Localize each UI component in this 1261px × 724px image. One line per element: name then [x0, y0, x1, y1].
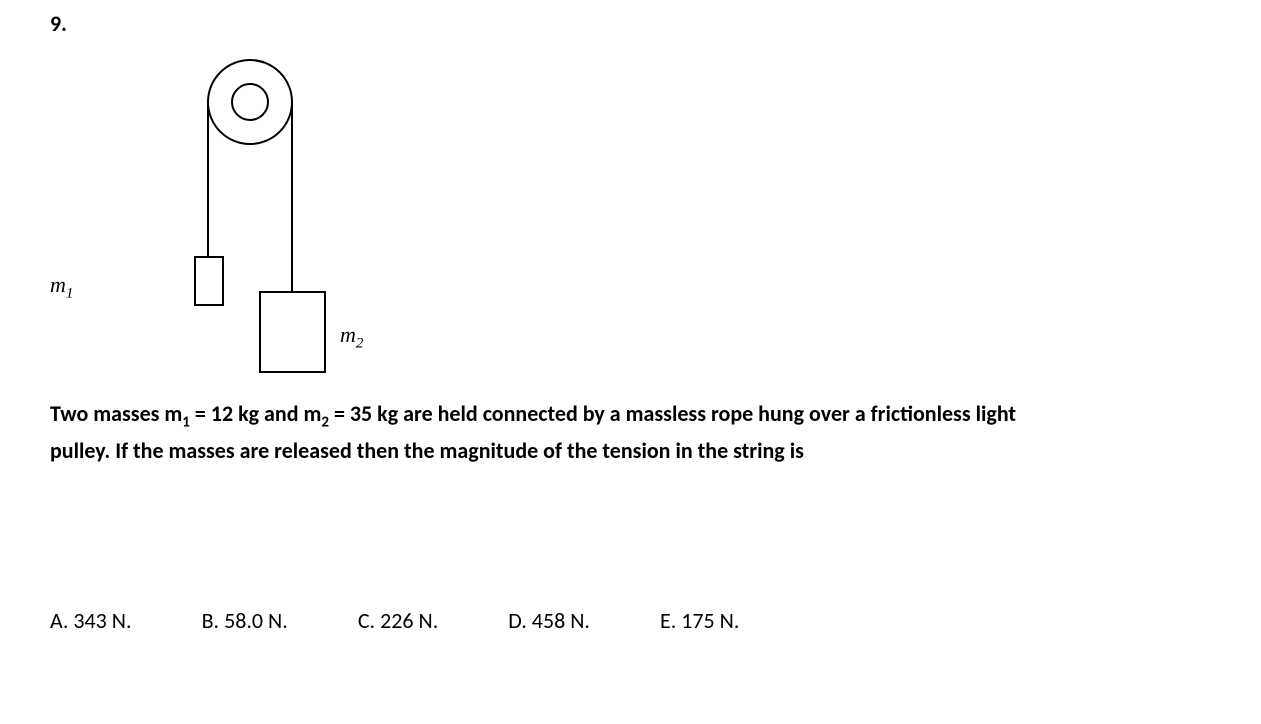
mass2-box: [260, 292, 325, 372]
pulley-diagram: m1 m2: [50, 47, 400, 387]
answer-e[interactable]: E. 175 N.: [660, 607, 739, 634]
answer-d[interactable]: D. 458 N.: [508, 607, 590, 634]
question-text-p1: Two masses m: [50, 400, 182, 427]
question-text-s2: 2: [321, 413, 329, 431]
answer-choices: A. 343 N. B. 58.0 N. C. 226 N. D. 458 N.…: [50, 607, 1211, 634]
mass1-label: m1: [50, 272, 73, 302]
answer-b[interactable]: B. 58.0 N.: [202, 607, 288, 634]
mass2-var: m: [340, 322, 356, 347]
question-text-s1: 1: [182, 413, 190, 431]
question-text-p2: = 12 kg and m: [190, 400, 321, 427]
pulley-inner: [232, 84, 268, 120]
mass1-var: m: [50, 272, 66, 297]
mass2-sub: 2: [356, 335, 364, 351]
answer-a[interactable]: A. 343 N.: [50, 607, 132, 634]
answer-c[interactable]: C. 226 N.: [358, 607, 438, 634]
question-text: Two masses m1 = 12 kg and m2 = 35 kg are…: [50, 397, 1050, 467]
mass1-box: [195, 257, 223, 305]
mass2-label: m2: [340, 322, 363, 352]
mass1-sub: 1: [66, 285, 74, 301]
question-number: 9.: [50, 10, 1211, 37]
